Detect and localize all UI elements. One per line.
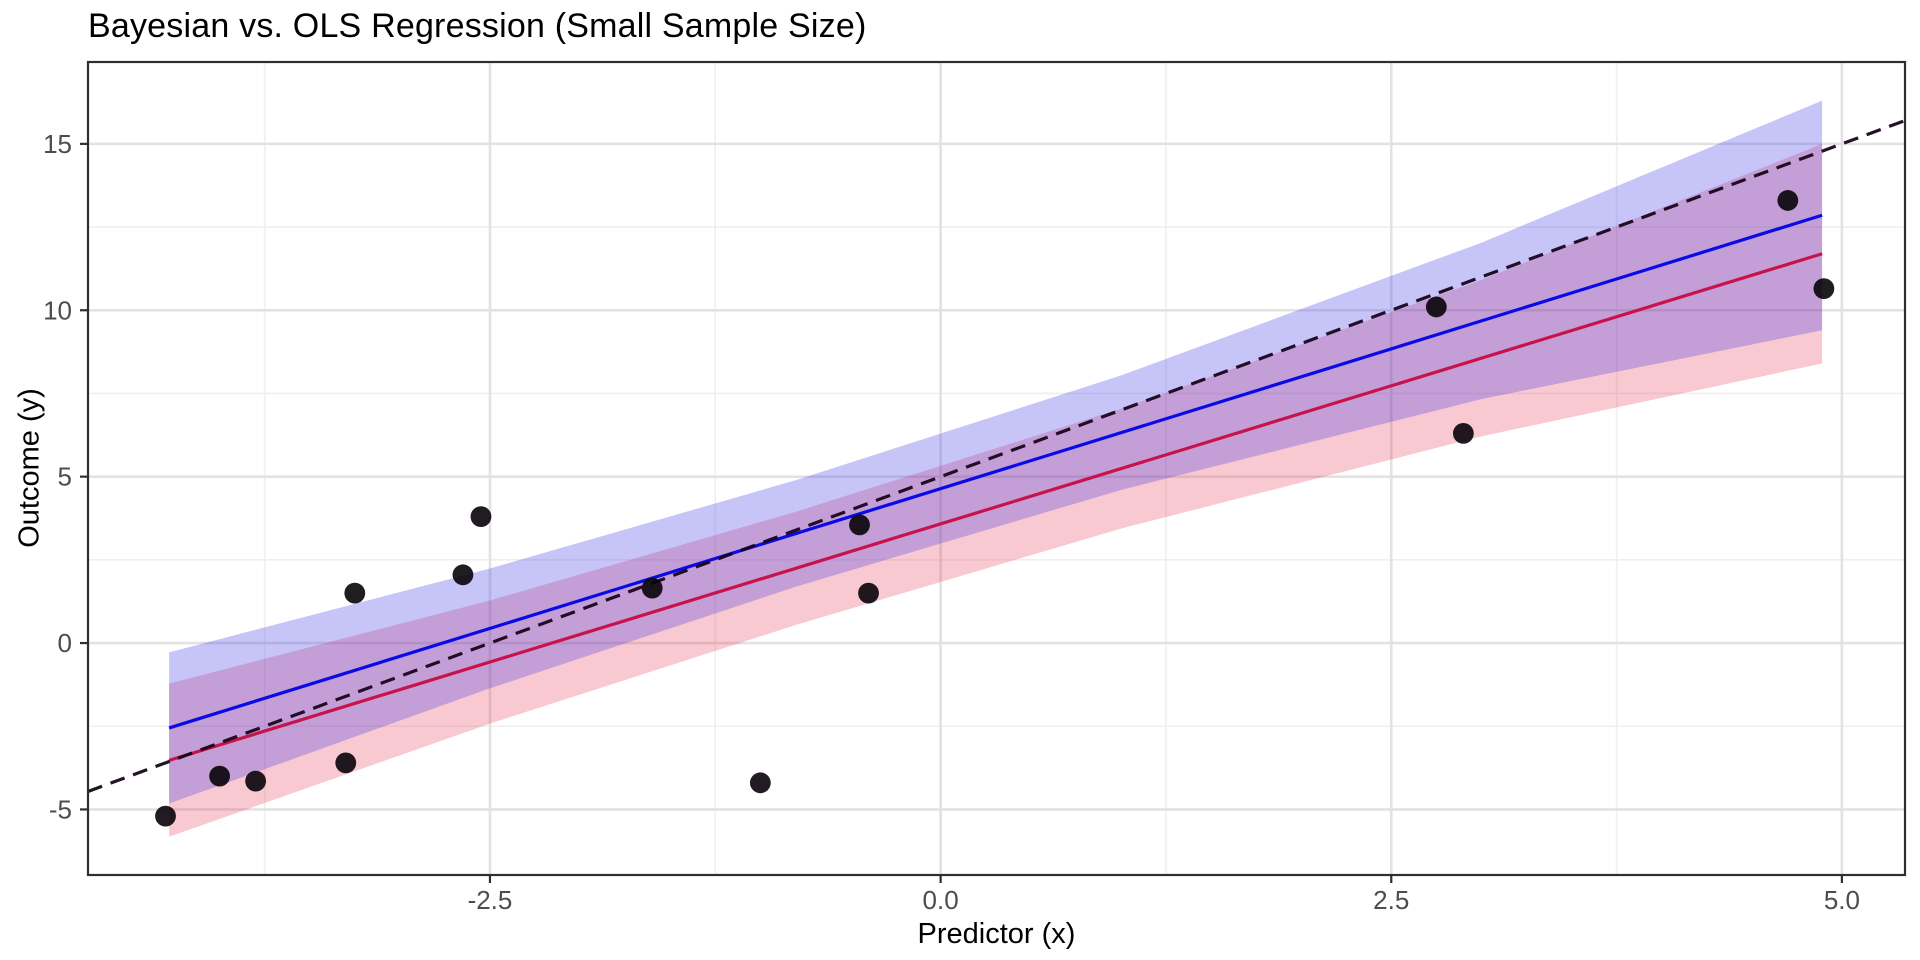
regression-lines bbox=[88, 119, 1905, 793]
panel-border bbox=[86, 60, 1907, 877]
grid-major bbox=[88, 62, 1905, 875]
y-tick-label: 15 bbox=[43, 129, 72, 159]
data-point bbox=[849, 514, 870, 536]
data-point bbox=[209, 765, 230, 787]
ols-regression-line bbox=[168, 252, 1823, 762]
data-point bbox=[1777, 190, 1799, 211]
y-tick-label: 5 bbox=[58, 462, 72, 492]
x-tick-label: 5.0 bbox=[1824, 885, 1860, 915]
bayesian-regression-line bbox=[168, 213, 1823, 730]
data-point bbox=[245, 770, 267, 792]
true-relationship-dashed-line bbox=[88, 119, 1905, 793]
ols-confidence-band bbox=[169, 143, 1823, 837]
confidence-bands bbox=[169, 100, 1823, 837]
x-tick-label: 2.5 bbox=[1373, 885, 1409, 915]
y-axis-title: Outcome (y) bbox=[13, 388, 46, 548]
data-point bbox=[749, 772, 771, 794]
axis-ticks bbox=[80, 142, 1844, 883]
y-tick-label: 10 bbox=[43, 295, 72, 325]
data-point bbox=[335, 752, 357, 774]
data-point bbox=[1452, 422, 1474, 444]
x-tick-label: 0.0 bbox=[923, 885, 959, 915]
data-point bbox=[1813, 278, 1835, 300]
data-point bbox=[155, 805, 176, 827]
chart-title: Bayesian vs. OLS Regression (Small Sampl… bbox=[88, 7, 867, 45]
x-tick-label: -2.5 bbox=[468, 885, 513, 915]
data-point bbox=[452, 564, 474, 586]
data-point bbox=[858, 582, 879, 604]
data-point bbox=[344, 582, 366, 604]
y-tick-label: 0 bbox=[58, 628, 72, 658]
data-point bbox=[470, 506, 492, 527]
y-tick-label: -5 bbox=[49, 794, 72, 824]
data-point bbox=[1425, 296, 1447, 318]
axis-tick-labels: -2.5 0.0 2.5 5.0 -5 0 5 10 15 bbox=[43, 129, 1860, 915]
data-point bbox=[641, 577, 663, 599]
scatter-points bbox=[155, 190, 1835, 827]
bayesian-credible-band bbox=[169, 100, 1823, 804]
grid-minor bbox=[88, 62, 1905, 875]
plot-panel bbox=[88, 62, 1905, 875]
x-axis-title: Predictor (x) bbox=[917, 918, 1076, 950]
